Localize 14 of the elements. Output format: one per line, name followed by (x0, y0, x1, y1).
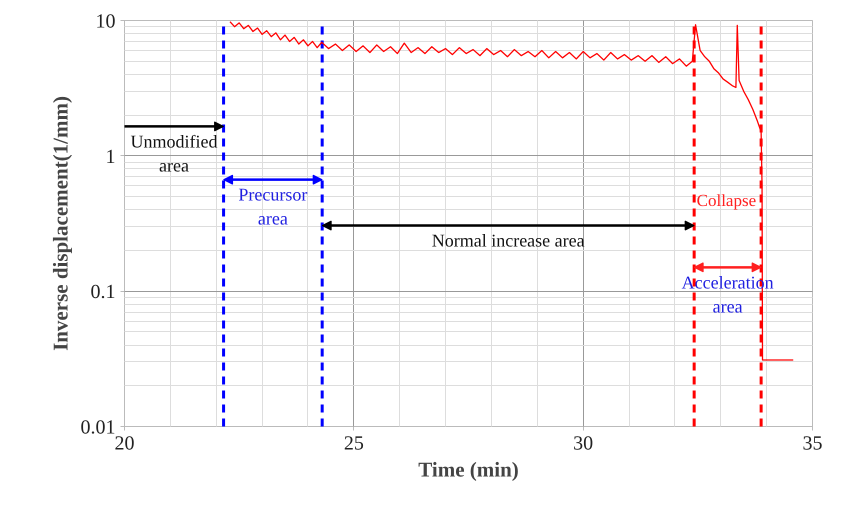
y-axis-title: Inverse displacement(1/mm) (48, 96, 72, 351)
y-tick-label: 10 (96, 10, 116, 32)
annotation: Precursor area (238, 184, 308, 229)
x-tick-label: 20 (114, 432, 134, 454)
y-tick-label: 1 (106, 146, 116, 168)
y-tick-label: 0.01 (80, 416, 116, 438)
annotation: Normal increase area (432, 230, 585, 251)
x-tick-label: 35 (802, 432, 822, 454)
x-tick-label: 25 (344, 432, 364, 454)
annotation: Unmodified area (130, 131, 218, 176)
x-tick-label: 30 (573, 432, 594, 454)
annotation: Collapse (696, 190, 756, 210)
x-axis-title: Time (min) (418, 458, 519, 482)
y-tick-label: 0.1 (90, 281, 116, 304)
